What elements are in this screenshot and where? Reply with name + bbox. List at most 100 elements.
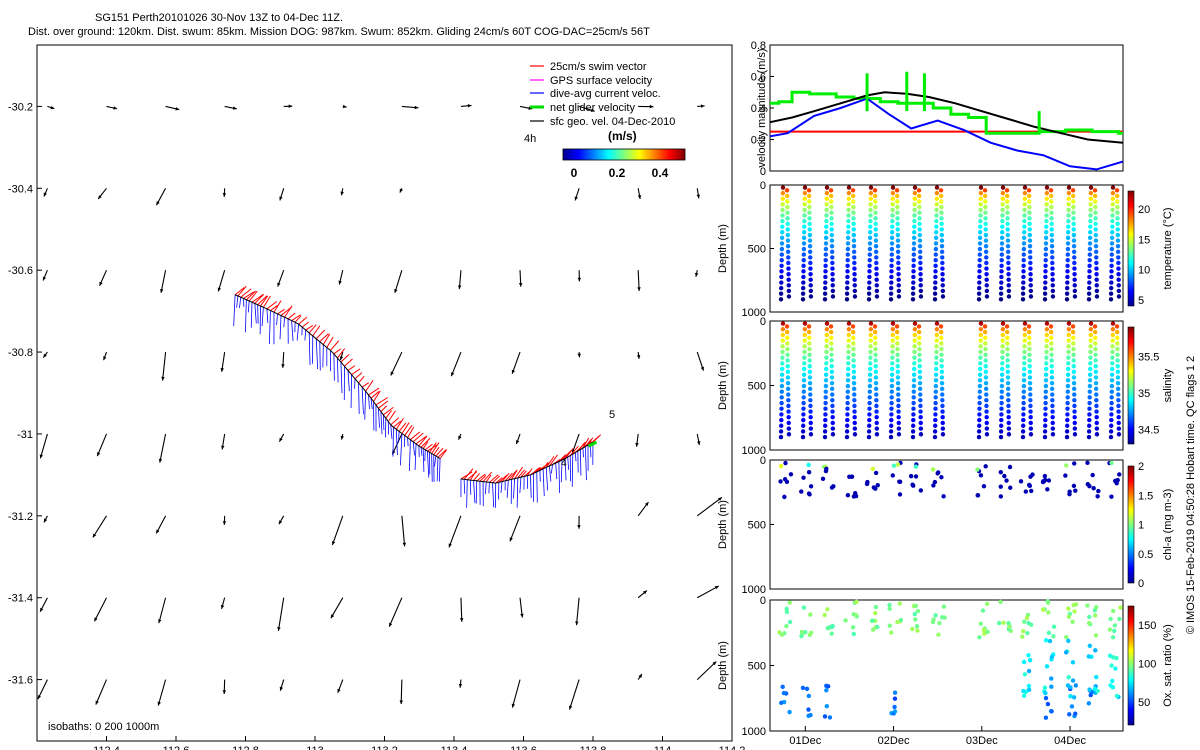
oxygen-point [1046,630,1052,636]
salinity-point [1043,395,1048,400]
geo-arrow-head [160,288,164,293]
geo-arrow-head [156,201,160,206]
salinity-point [910,434,916,440]
temperature-point [785,216,790,221]
temperature-point [829,227,834,232]
temperature-point [939,221,944,227]
salinity-point [977,412,982,417]
map-xtick-label: 114 [654,745,672,750]
temperature-point [1022,196,1027,201]
salinity-point [852,415,857,420]
salinity-point [807,386,813,392]
temperature-point [1050,288,1056,294]
temperature-point [866,297,872,302]
temperature-point [983,238,989,243]
temperature-point [851,216,856,221]
oxygen-ytick-label: 0 [760,595,766,607]
temperature-point [889,263,894,268]
dac-vector [492,482,495,508]
temperature-point [1109,252,1115,257]
salinity-point [911,389,916,394]
salinity-point [873,369,879,375]
temperature-point [939,199,944,204]
swim-vector [298,316,308,325]
temperature-point [868,230,873,235]
swim-vector [517,469,525,479]
oxygen-point [1021,688,1026,694]
salinity-point [1116,409,1121,414]
dac-vector [473,480,476,503]
salinity-point [786,426,792,431]
salinity-point [868,332,873,338]
temperature-point [829,216,834,221]
temperature-point [830,260,835,266]
salinity-point [934,366,939,372]
salinity-point [1065,395,1070,400]
salinity-point [917,375,923,380]
oxygen-point [1071,695,1077,700]
temperature-point [1094,255,1099,260]
salinity-point [874,426,880,431]
temperature-point [786,255,791,260]
salinity-point [780,327,786,332]
salinity-point [1028,392,1033,397]
salinity-point [984,432,990,437]
temperature-point [850,188,856,193]
temperature-point [823,263,828,268]
salinity-point [866,434,872,440]
swim-vector [365,380,374,392]
geo-arrow [400,679,403,705]
salinity-point [779,389,784,394]
oxygen-point [1025,630,1030,636]
temperature-point [1022,207,1027,213]
salinity-point [1072,392,1077,397]
salinity-point [1115,380,1121,386]
salinity-point [873,380,879,386]
salinity-point [830,409,835,414]
salinity-point [917,386,923,392]
temperature-point [867,246,873,252]
geo-arrow-head [714,585,719,590]
swim-vector [431,442,440,454]
dac-vector [414,443,417,471]
temperature-point [874,266,879,271]
salinity-point [911,372,917,377]
swim-vector [520,470,527,478]
dac-vector [304,330,307,341]
temperature-point [806,188,812,193]
temperature-point [940,277,945,282]
temperature-point [977,280,982,285]
salinity-point [934,338,939,343]
salinity-point [890,349,895,355]
temperature-point [984,255,989,260]
salinity-point [1087,378,1093,383]
oxygen-point [1085,603,1090,608]
salinity-point [918,403,923,409]
dac-vector [361,387,364,415]
salinity-point [1088,338,1093,343]
temperature-point [780,224,785,229]
temperature-point [845,280,850,285]
temperature-point [845,263,850,268]
temperature-point [1022,218,1027,224]
salinity-point [938,329,944,335]
geo-arrow-head [331,541,336,546]
swim-vector [234,287,245,296]
geo-arrow-head [644,502,649,507]
temperature-point [890,190,896,196]
geo-arrow-head [39,454,44,459]
temperature-point [786,271,791,277]
oxygen-point [1051,624,1057,629]
dac-vector [398,431,400,443]
salinity-point [779,383,785,389]
swim-vector [291,314,301,321]
geo-arrow-head [696,194,700,199]
swim-vector [319,333,329,343]
temperature-point [845,241,851,246]
dac-vector [513,478,516,499]
temperature-point [1115,238,1121,243]
salinity-point [785,346,790,352]
temperature-point [874,260,879,266]
swim-vector [460,471,473,480]
geo-arrow-head [590,108,595,112]
